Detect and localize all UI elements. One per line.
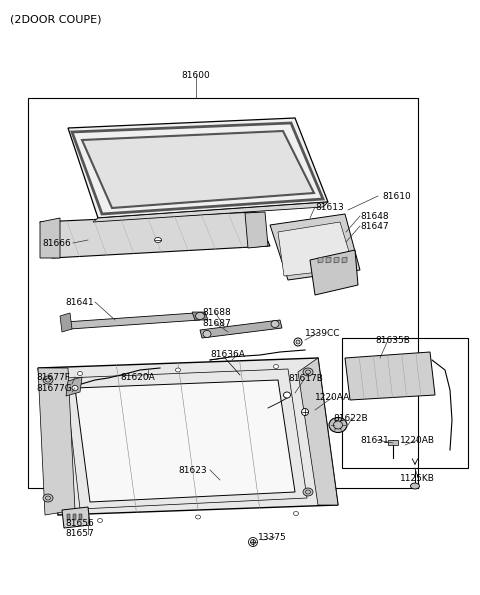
Ellipse shape <box>155 237 161 243</box>
Ellipse shape <box>195 312 204 320</box>
Polygon shape <box>38 358 338 515</box>
Text: 81657: 81657 <box>65 530 94 538</box>
Polygon shape <box>40 212 270 258</box>
Polygon shape <box>245 212 268 248</box>
Polygon shape <box>192 312 208 320</box>
Polygon shape <box>388 440 398 445</box>
Ellipse shape <box>176 368 180 372</box>
Text: 81600: 81600 <box>181 70 210 80</box>
Ellipse shape <box>195 515 201 519</box>
Text: 81687: 81687 <box>202 318 231 327</box>
Text: 1339CC: 1339CC <box>305 328 340 337</box>
Text: 81688: 81688 <box>202 308 231 317</box>
Text: 81610: 81610 <box>382 192 411 201</box>
Polygon shape <box>334 257 339 263</box>
Ellipse shape <box>303 368 313 376</box>
Polygon shape <box>93 202 328 222</box>
Ellipse shape <box>271 321 279 327</box>
Ellipse shape <box>301 409 309 415</box>
Polygon shape <box>65 313 200 329</box>
Text: 81648: 81648 <box>360 211 389 221</box>
Bar <box>73 514 76 520</box>
Bar <box>67 514 70 520</box>
Text: 81617B: 81617B <box>288 374 323 383</box>
Ellipse shape <box>274 365 278 368</box>
Ellipse shape <box>296 340 300 344</box>
Polygon shape <box>82 131 314 208</box>
Ellipse shape <box>293 512 299 515</box>
Polygon shape <box>38 368 75 515</box>
Polygon shape <box>326 257 331 263</box>
Text: 1220AB: 1220AB <box>400 436 435 444</box>
Ellipse shape <box>251 540 255 544</box>
Polygon shape <box>342 257 347 263</box>
Polygon shape <box>62 507 90 528</box>
Bar <box>79 514 82 520</box>
Ellipse shape <box>77 371 83 375</box>
Polygon shape <box>345 352 435 400</box>
Ellipse shape <box>410 483 420 489</box>
Polygon shape <box>298 358 338 505</box>
Text: 81622B: 81622B <box>333 414 368 422</box>
Ellipse shape <box>43 376 53 384</box>
Ellipse shape <box>72 386 78 390</box>
Text: 81636A: 81636A <box>210 349 245 359</box>
Ellipse shape <box>284 392 290 398</box>
Polygon shape <box>68 118 328 218</box>
Polygon shape <box>318 257 323 263</box>
Text: (2DOOR COUPE): (2DOOR COUPE) <box>10 14 101 24</box>
Polygon shape <box>75 380 295 502</box>
Text: 81641: 81641 <box>65 298 94 306</box>
Ellipse shape <box>294 338 302 346</box>
Ellipse shape <box>329 418 347 433</box>
Polygon shape <box>60 313 72 332</box>
Polygon shape <box>270 214 360 280</box>
Ellipse shape <box>203 330 211 337</box>
Ellipse shape <box>303 488 313 496</box>
Text: 81623: 81623 <box>178 465 206 474</box>
Text: 81647: 81647 <box>360 221 389 230</box>
Text: 81656: 81656 <box>65 518 94 528</box>
Polygon shape <box>200 320 282 338</box>
Polygon shape <box>310 250 358 295</box>
Text: 81631: 81631 <box>360 436 389 444</box>
Polygon shape <box>40 218 60 258</box>
Text: 81677G: 81677G <box>36 384 72 393</box>
Ellipse shape <box>249 537 257 546</box>
Text: 81620A: 81620A <box>120 372 155 381</box>
Text: 81666: 81666 <box>42 239 71 248</box>
Text: 81635B: 81635B <box>375 336 410 345</box>
Text: 13375: 13375 <box>258 533 287 541</box>
Ellipse shape <box>43 494 53 502</box>
Polygon shape <box>66 377 82 396</box>
Text: 1220AA: 1220AA <box>315 393 350 402</box>
Text: 81613: 81613 <box>315 202 344 211</box>
Polygon shape <box>278 222 354 276</box>
Text: 81677F: 81677F <box>36 372 70 381</box>
Text: 1125KB: 1125KB <box>400 474 435 483</box>
Ellipse shape <box>97 518 103 522</box>
